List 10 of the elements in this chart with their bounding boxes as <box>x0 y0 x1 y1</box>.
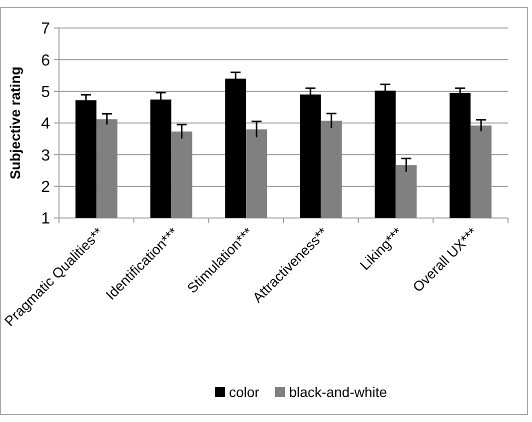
legend-label: color <box>229 384 260 400</box>
y-tick-label: 6 <box>41 52 50 70</box>
y-tick-label: 5 <box>41 84 50 101</box>
y-tick-label: 4 <box>41 116 50 133</box>
y-axis-title: Subjective rating <box>7 66 23 180</box>
y-tick-label: 1 <box>41 210 50 228</box>
legend-label: black-and-white <box>289 384 388 400</box>
y-tick-label: 7 <box>41 20 50 38</box>
y-tick-label: 3 <box>41 147 50 164</box>
y-tick-label: 2 <box>41 178 50 196</box>
